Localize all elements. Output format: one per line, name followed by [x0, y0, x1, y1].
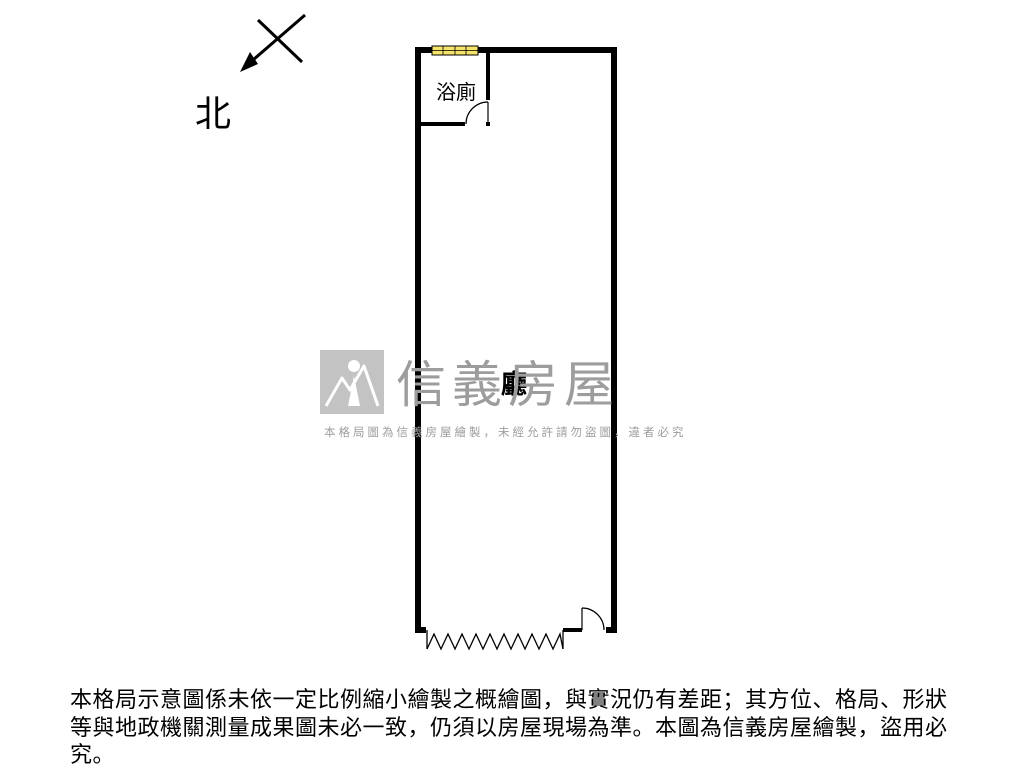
door-post [608, 627, 614, 633]
window-top [432, 46, 478, 55]
watermark-brand: 信義房屋 [396, 345, 620, 417]
outer-walls [415, 47, 617, 633]
front-door [582, 608, 604, 630]
watermark-logo [320, 350, 384, 414]
front-zigzag [427, 630, 563, 649]
watermark-sub: 本格局圖為信義房屋繪製，未經允許請勿盜圖，違者必究 [324, 424, 687, 440]
disclaimer-text: 本格局示意圖係未依一定比例縮小繪製之概繪圖，與實況仍有差距；其方位、格局、形狀等… [70, 686, 960, 768]
bathroom-label: 浴廁 [436, 76, 476, 105]
bathroom-door [466, 102, 488, 124]
compass-label: 北 [195, 85, 231, 137]
compass-arrow [240, 15, 305, 72]
floorplan-canvas: 北 浴廁 廳 信義房屋 本格局圖為信義房屋繪製，未經允許請勿盜圖，違者必究 本格… [0, 0, 1024, 768]
